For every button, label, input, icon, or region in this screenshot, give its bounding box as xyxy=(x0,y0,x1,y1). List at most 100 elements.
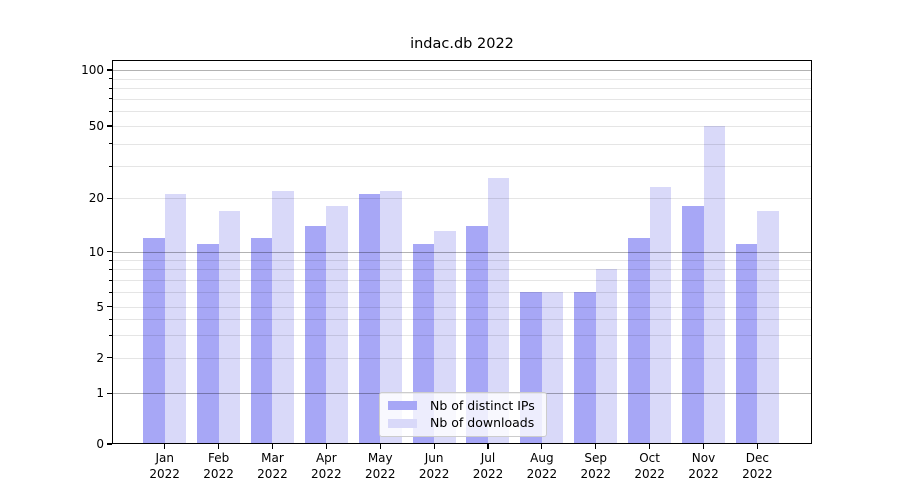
bar-distinct-ips-dec xyxy=(735,244,758,444)
x-tick-mark-nov xyxy=(702,444,705,449)
bar-distinct-ips-feb xyxy=(197,244,219,444)
x-tick-mark-aug xyxy=(541,444,543,449)
x-tick-mark-jan xyxy=(164,444,166,449)
bar-downloads-aug xyxy=(541,292,564,444)
bar-distinct-ips-oct xyxy=(628,237,650,444)
legend-entry-downloads: Nb of downloads xyxy=(388,415,546,430)
gridline-minor-90 xyxy=(112,78,812,80)
x-tick-label-jul: Jul 2022 xyxy=(472,451,504,481)
legend-swatch-distinct-ips xyxy=(388,401,417,411)
bar-downloads-sep xyxy=(595,269,618,444)
x-tick-mark-oct xyxy=(649,444,651,449)
bar-downloads-jun xyxy=(434,231,456,444)
bar-downloads-jul xyxy=(487,177,510,444)
x-tick-mark-may xyxy=(379,444,381,449)
gridline-minor-70 xyxy=(112,98,812,100)
y-tick-label-2: 2 xyxy=(96,350,104,365)
y-tick-label-1: 1 xyxy=(96,386,104,401)
bar-distinct-ips-jul xyxy=(466,225,488,444)
bar-distinct-ips-sep xyxy=(574,292,596,444)
y-tick-mark-1 xyxy=(107,392,112,394)
y-tick-mark-20 xyxy=(107,197,112,199)
x-tick-mark-mar xyxy=(271,444,274,449)
y-minor-tick-mark-4 xyxy=(109,318,112,320)
bar-distinct-ips-jan xyxy=(143,237,165,444)
plot-area xyxy=(112,60,812,444)
y-tick-label-10: 10 xyxy=(88,244,104,259)
y-minor-tick-mark-8 xyxy=(109,268,112,270)
gridline-minor-4 xyxy=(112,319,812,321)
x-tick-mark-jul xyxy=(487,444,489,449)
y-tick-mark-2 xyxy=(107,357,112,359)
legend-label-distinct-ips: Nb of distinct IPs xyxy=(430,397,535,413)
y-minor-tick-mark-40 xyxy=(109,143,112,145)
x-tick-label-sep: Sep 2022 xyxy=(580,451,611,481)
y-minor-tick-mark-90 xyxy=(109,78,112,79)
gridline-major-100 xyxy=(112,70,812,71)
legend-label-downloads: Nb of downloads xyxy=(430,415,535,430)
gridline-minor-9 xyxy=(112,260,812,262)
gridline-minor-80 xyxy=(112,88,812,90)
x-tick-label-jan: Jan 2022 xyxy=(149,451,180,481)
bar-downloads-mar xyxy=(272,190,294,444)
legend: Nb of distinct IPs Nb of downloads xyxy=(379,392,547,437)
chart-title: indac.db 2022 xyxy=(410,36,514,52)
x-tick-mark-sep xyxy=(595,444,597,449)
gridline-major-10 xyxy=(112,251,812,253)
y-tick-label-20: 20 xyxy=(88,191,104,206)
x-tick-mark-apr xyxy=(325,444,327,449)
y-minor-tick-mark-6 xyxy=(109,291,112,293)
y-minor-tick-mark-80 xyxy=(109,87,112,89)
gridline-minor-40 xyxy=(112,143,812,145)
x-tick-label-apr: Apr 2022 xyxy=(311,451,342,481)
x-tick-mark-dec xyxy=(756,444,758,449)
y-tick-mark-50 xyxy=(107,125,112,127)
bar-downloads-jan xyxy=(164,194,187,444)
y-tick-mark-100 xyxy=(107,69,112,71)
x-tick-label-jun: Jun 2022 xyxy=(418,451,450,481)
y-minor-tick-mark-60 xyxy=(109,110,112,112)
gridline-minor-60 xyxy=(112,111,812,113)
x-tick-label-aug: Aug 2022 xyxy=(526,451,558,481)
bar-downloads-dec xyxy=(757,210,779,444)
gridline-minor-8 xyxy=(112,269,812,271)
grid-layer xyxy=(112,60,812,444)
gridline-minor-30 xyxy=(112,166,812,168)
bar-distinct-ips-mar xyxy=(250,237,273,444)
y-tick-label-0: 0 xyxy=(96,437,104,451)
y-tick-mark-10 xyxy=(107,251,112,253)
bar-downloads-nov xyxy=(703,126,725,444)
y-minor-tick-mark-9 xyxy=(109,259,112,261)
x-tick-mark-jun xyxy=(433,444,435,449)
y-tick-label-100: 100 xyxy=(81,63,104,77)
y-tick-mark-0 xyxy=(107,443,112,445)
bar-distinct-ips-nov xyxy=(682,206,704,444)
y-minor-tick-mark-3 xyxy=(109,334,112,336)
x-tick-mark-feb xyxy=(217,444,220,449)
gridline-minor-3 xyxy=(112,335,812,337)
gridline-minor-6 xyxy=(112,292,812,294)
y-minor-tick-mark-70 xyxy=(109,98,112,100)
x-tick-label-mar: Mar 2022 xyxy=(257,451,288,481)
bar-downloads-may xyxy=(380,190,402,444)
gridline-minor-2 xyxy=(112,357,812,359)
bars-layer xyxy=(112,60,812,444)
y-minor-tick-mark-7 xyxy=(109,279,112,281)
bar-downloads-apr xyxy=(326,206,348,444)
y-minor-tick-mark-30 xyxy=(109,165,112,167)
x-tick-label-nov: Nov 2022 xyxy=(688,451,719,481)
y-tick-label-50: 50 xyxy=(88,119,104,133)
bar-downloads-feb xyxy=(218,210,241,444)
legend-entry-distinct-ips: Nb of distinct IPs xyxy=(388,397,546,413)
gridline-minor-50 xyxy=(112,126,812,127)
bar-distinct-ips-may xyxy=(358,194,381,444)
gridline-minor-20 xyxy=(112,198,812,200)
y-tick-mark-5 xyxy=(107,306,112,308)
gridline-minor-5 xyxy=(112,306,812,308)
bar-distinct-ips-apr xyxy=(304,225,327,444)
gridline-minor-7 xyxy=(112,280,812,281)
x-tick-label-feb: Feb 2022 xyxy=(203,451,234,481)
x-tick-label-may: May 2022 xyxy=(364,451,396,481)
x-tick-label-dec: Dec 2022 xyxy=(742,451,773,481)
